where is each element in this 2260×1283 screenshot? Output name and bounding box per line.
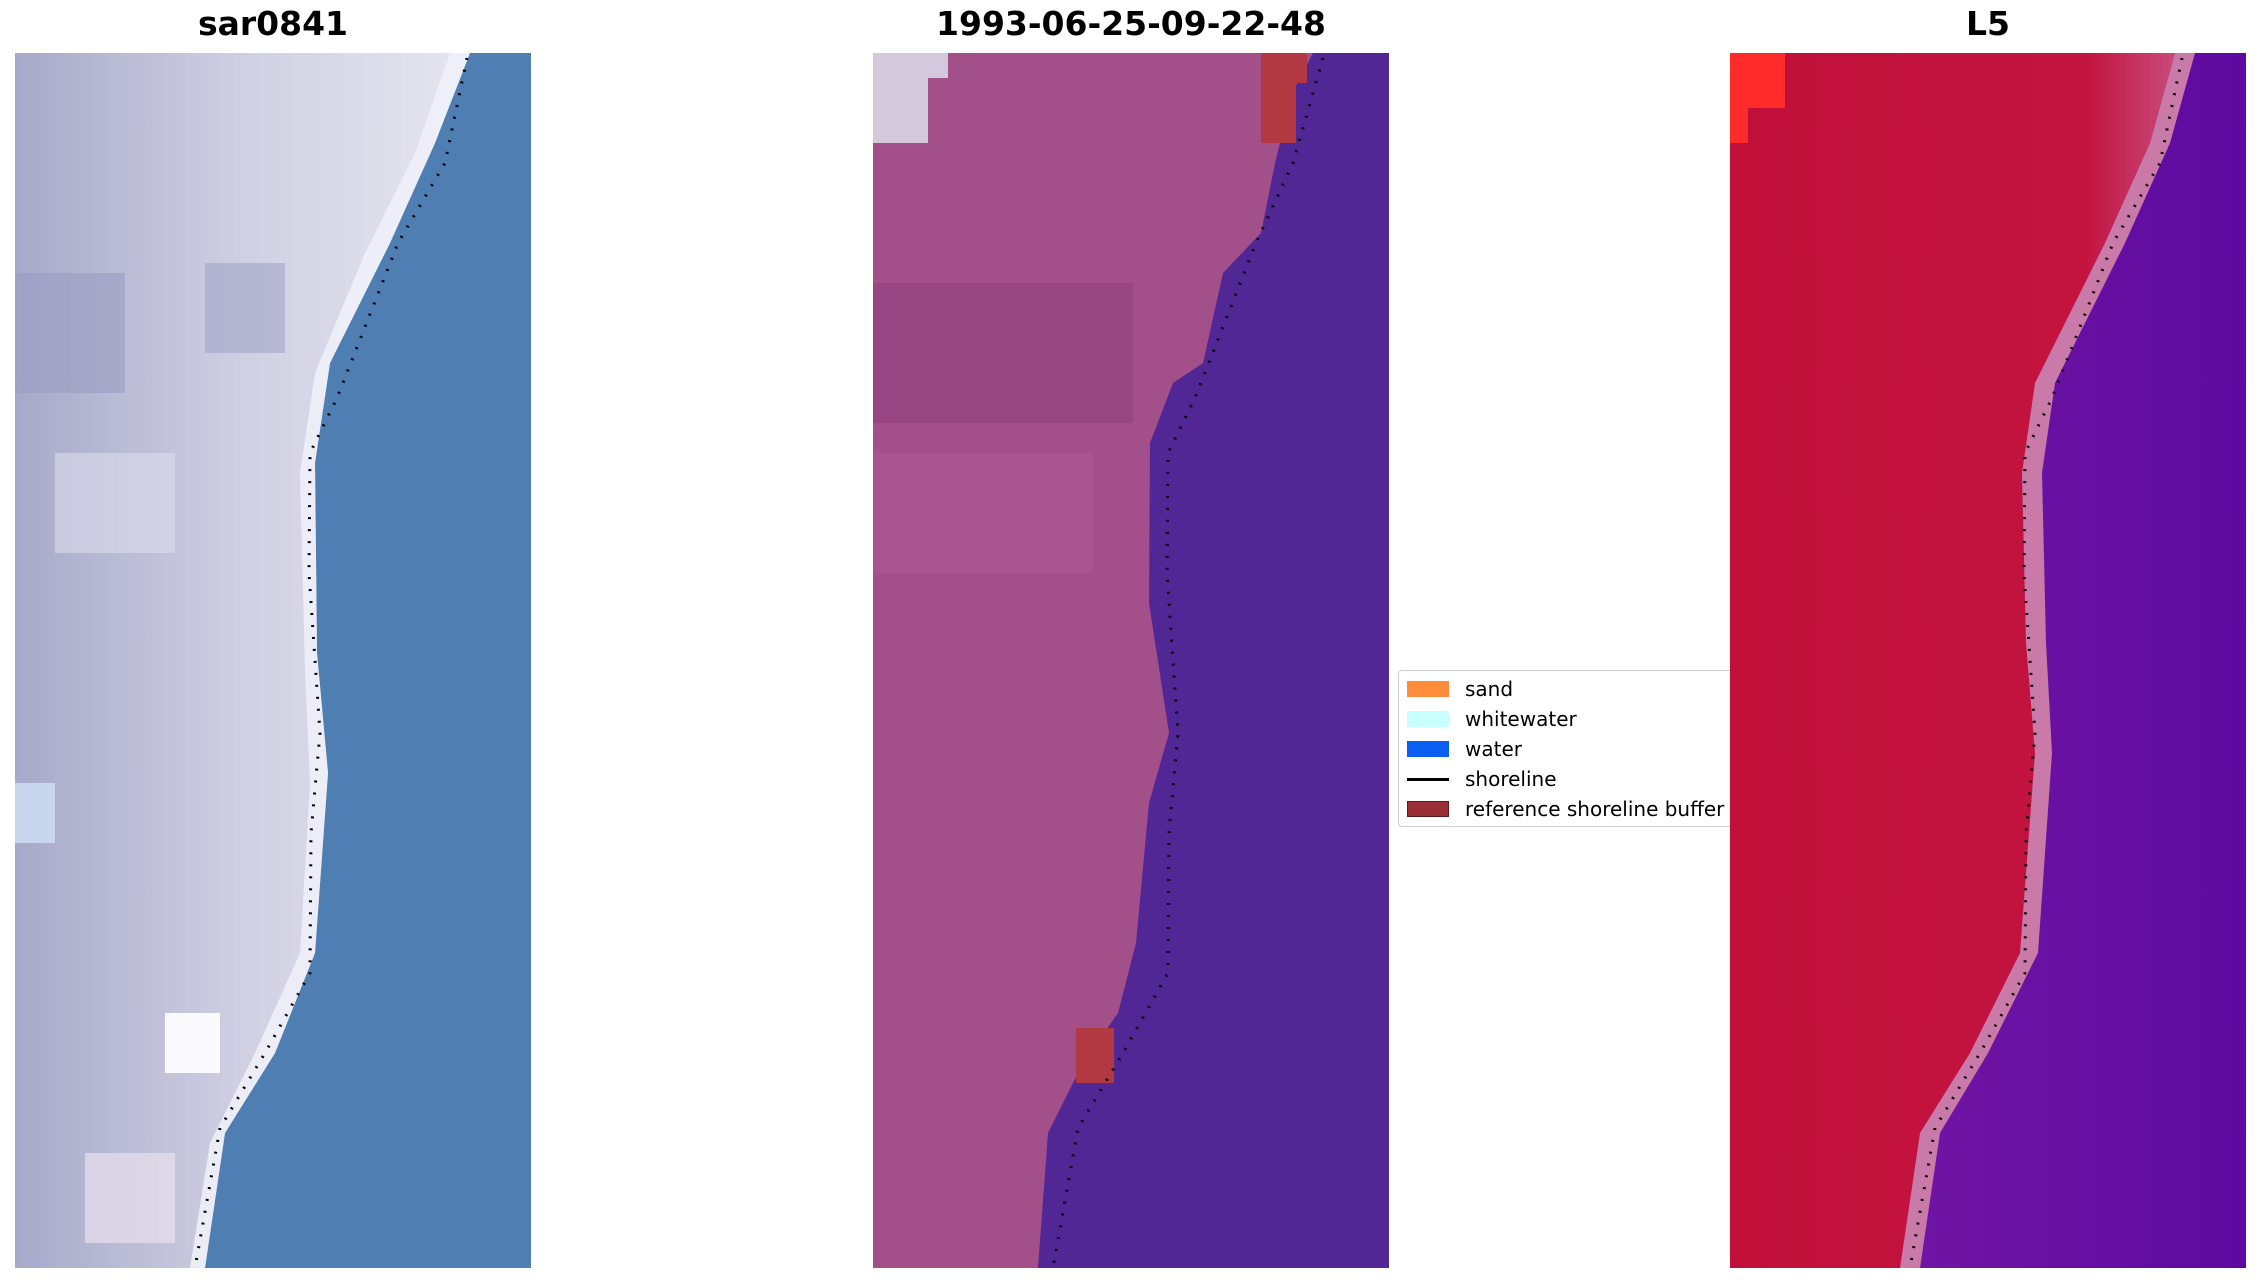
legend-item-shoreline: shoreline xyxy=(1407,765,1557,793)
legend-item-whitewater: whitewater xyxy=(1407,705,1577,733)
rgb-image-panel xyxy=(15,53,531,1268)
rgb-image xyxy=(15,53,531,1268)
index-image xyxy=(1730,53,2246,1268)
water-swatch-icon xyxy=(1407,741,1449,757)
legend-item-water: water xyxy=(1407,735,1522,763)
panel-title-date: 1993-06-25-09-22-48 xyxy=(936,4,1326,43)
buffer-swatch-icon xyxy=(1407,801,1449,817)
legend-label: sand xyxy=(1465,677,1514,701)
legend-label: shoreline xyxy=(1465,767,1557,791)
legend: sand whitewater water shoreline referenc… xyxy=(1398,670,1778,827)
legend-label: water xyxy=(1465,737,1522,761)
legend-label: reference shoreline buffer xyxy=(1465,797,1725,821)
shoreline xyxy=(1051,57,1325,1268)
panel-title-l5: L5 xyxy=(1966,4,2010,43)
false-color-panel xyxy=(873,53,1389,1268)
legend-item-reference-buffer: reference shoreline buffer xyxy=(1407,795,1724,823)
index-panel xyxy=(1730,53,2246,1268)
legend-item-sand: sand xyxy=(1407,675,1513,703)
false-color-image xyxy=(873,53,1389,1268)
whitewater-swatch-icon xyxy=(1407,711,1449,727)
sand-swatch-icon xyxy=(1407,681,1449,697)
legend-label: whitewater xyxy=(1465,707,1577,731)
shoreline-line-icon xyxy=(1407,777,1449,781)
panel-title-rgb: sar0841 xyxy=(197,4,349,43)
